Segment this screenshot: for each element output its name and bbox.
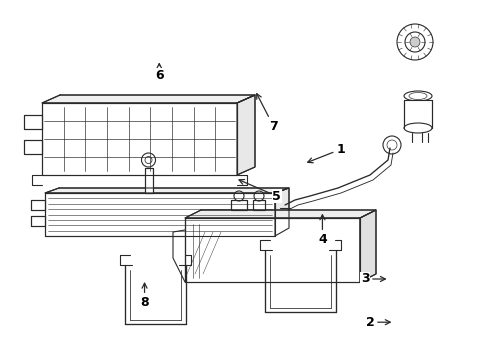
Polygon shape xyxy=(24,140,42,154)
Circle shape xyxy=(234,191,244,201)
Text: 6: 6 xyxy=(155,64,164,82)
Circle shape xyxy=(145,157,152,163)
Polygon shape xyxy=(185,210,376,218)
Polygon shape xyxy=(42,95,255,103)
Circle shape xyxy=(397,24,433,60)
Polygon shape xyxy=(145,168,152,193)
Polygon shape xyxy=(31,200,45,210)
Polygon shape xyxy=(275,188,289,236)
Text: 7: 7 xyxy=(257,94,278,132)
Text: 3: 3 xyxy=(361,273,385,285)
Circle shape xyxy=(410,37,420,47)
Circle shape xyxy=(142,153,155,167)
Text: 5: 5 xyxy=(239,180,281,203)
Polygon shape xyxy=(360,210,376,282)
Polygon shape xyxy=(42,103,237,175)
Circle shape xyxy=(383,136,401,154)
Polygon shape xyxy=(24,115,42,129)
Circle shape xyxy=(405,32,425,52)
Polygon shape xyxy=(231,200,247,210)
Polygon shape xyxy=(253,200,265,210)
Ellipse shape xyxy=(409,93,427,99)
Polygon shape xyxy=(185,218,360,282)
Text: 4: 4 xyxy=(318,215,327,246)
Circle shape xyxy=(254,191,264,201)
Polygon shape xyxy=(31,216,45,226)
Circle shape xyxy=(387,140,397,150)
Polygon shape xyxy=(237,95,255,175)
Text: 1: 1 xyxy=(308,143,345,163)
Polygon shape xyxy=(45,188,289,193)
Ellipse shape xyxy=(404,123,432,133)
Polygon shape xyxy=(45,193,275,236)
Text: 8: 8 xyxy=(140,283,149,309)
Text: 2: 2 xyxy=(366,316,390,329)
Polygon shape xyxy=(404,100,432,128)
Ellipse shape xyxy=(404,91,432,101)
